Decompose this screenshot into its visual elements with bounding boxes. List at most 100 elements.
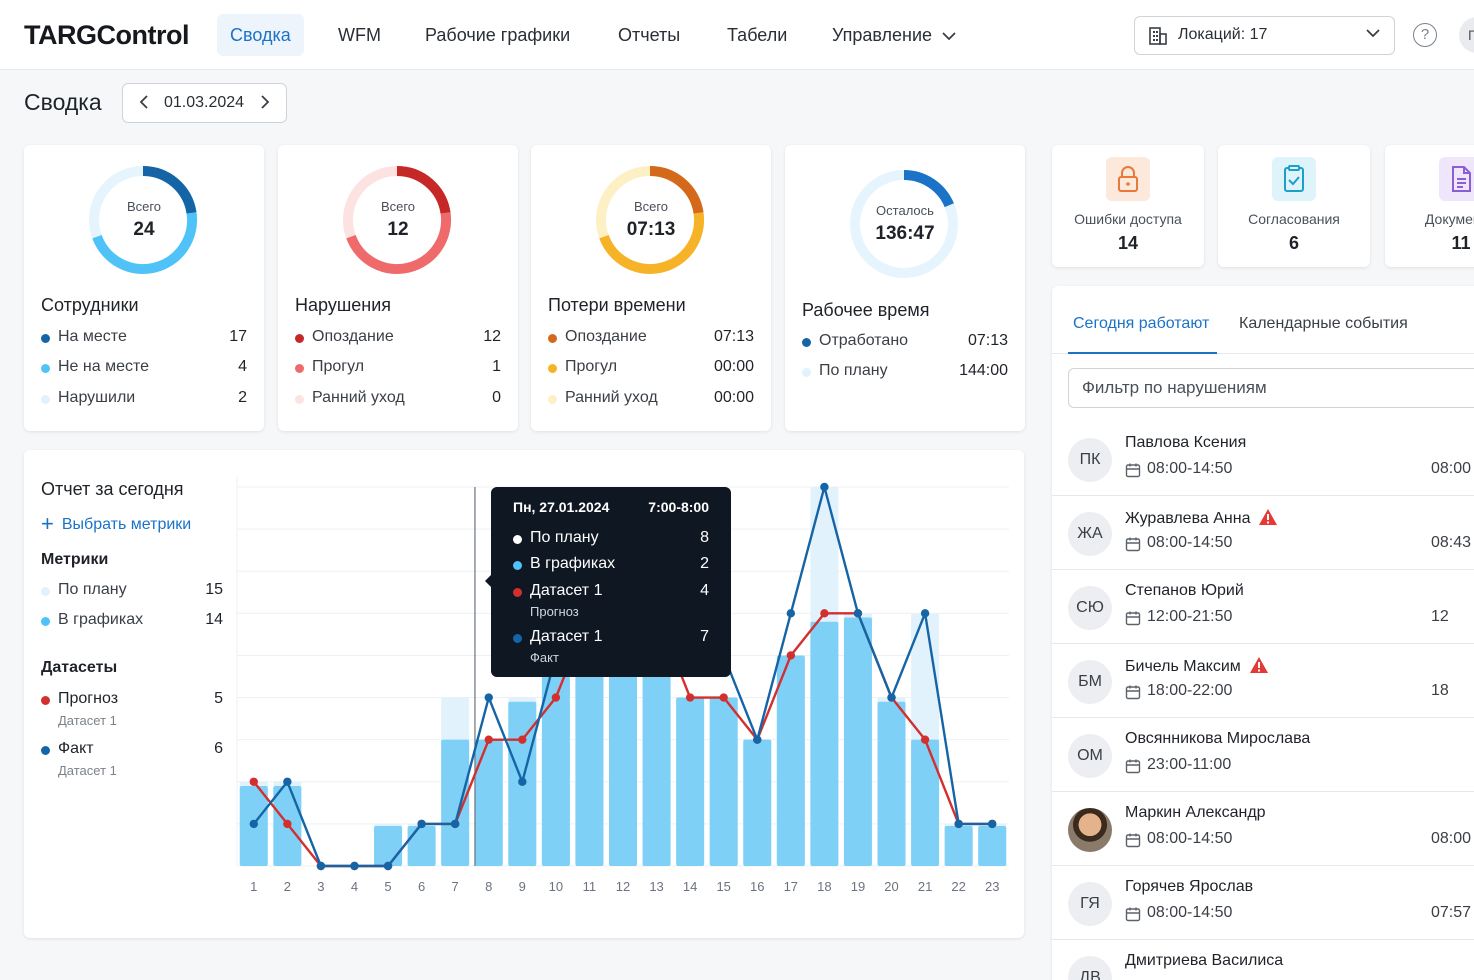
employee-row[interactable]: ПК Павлова Ксения 08:00-14:50 08:00 [1052,422,1474,496]
nav-timesheets[interactable]: Табели [727,25,788,45]
dataset-row[interactable]: Прогноз 5 Датасет 1 [41,690,223,728]
avatar: ДВ [1068,956,1112,980]
shift-time: 08:00-14:50 [1147,460,1233,477]
legend-label: Прогул [312,358,365,375]
nav-management[interactable]: Управление [819,14,969,56]
legend-row: Прогул 00:00 [548,358,754,380]
app-logo[interactable]: TARGControl [24,20,189,50]
chevron-left-icon[interactable] [139,94,149,110]
time-loss-card[interactable]: Всего 07:13 Потери времени Опоздание 07:1… [531,145,771,431]
bar [407,825,436,866]
data-point [820,482,829,492]
employee-row[interactable]: Маркин Александр 08:00-14:50 08:00 [1052,792,1474,866]
legend-dot [548,364,557,373]
shift-time: 08:00-14:50 [1147,904,1233,921]
employee-row[interactable]: БМ Бичель Максим 18:00-22:00 18 [1052,644,1474,718]
x-tick-label: 6 [418,879,425,894]
avatar: БМ [1068,660,1112,704]
legend-value: 17 [229,328,247,345]
approvals-card[interactable]: Согласования 6 [1218,145,1370,267]
x-tick-label: 3 [317,879,324,894]
nav-reports[interactable]: Отчеты [618,25,681,45]
employee-name-text: Горячев Ярослав [1125,878,1254,895]
data-point [786,609,796,618]
select-metrics-label: Выбрать метрики [61,516,192,533]
data-point [753,735,762,744]
card-title: Рабочее время [802,300,930,320]
legend-value: 00:00 [713,389,754,406]
metrics-heading: Метрики [41,551,109,568]
data-point [350,861,359,871]
legend-dot [548,395,557,404]
nav-management-label: Управление [832,25,933,45]
user-avatar[interactable]: Г [1459,17,1474,53]
calendar-icon [1125,759,1141,774]
shift-time: 08:00-14:50 [1147,830,1233,847]
employee-row[interactable]: ДВ Дмитриева Василиса [1052,940,1474,980]
mini-card-value: 6 [1288,233,1299,253]
nav-svodka[interactable]: Сводка [217,14,304,56]
locations-select[interactable]: Локаций: 17 [1134,16,1395,55]
documents-card[interactable]: Документы 11 [1385,145,1474,267]
chevron-down-icon [1366,29,1380,38]
tooltip-sub: Факт [530,650,559,665]
employees-card[interactable]: Всего 24 Сотрудники На месте 17 Не на мес… [24,145,264,431]
help-icon[interactable]: ? [1413,23,1437,47]
tooltip-label: В графиках [530,555,616,572]
arrival-time: 08:00 [1431,830,1472,847]
calendar-icon [1125,463,1141,478]
avatar: ГЯ [1068,882,1112,926]
work-time-donut [850,169,958,278]
select-metrics-button[interactable]: + Выбрать метрики [41,511,191,537]
violations-filter-input[interactable]: Фильтр по нарушениям [1068,368,1474,408]
legend-row: Не на месте 4 [41,358,247,380]
mini-card-value: 11 [1451,233,1471,253]
employee-row[interactable]: СЮ Степанов Юрий 12:00-21:50 12 [1052,570,1474,644]
bar [676,697,705,866]
employee-name: Горячев Ярослав [1125,878,1253,896]
metric-label: По плану [58,581,127,598]
tooltip-date: Пн, 27.01.2024 [513,499,610,515]
x-tick-label: 18 [817,879,831,894]
data-point [450,819,460,829]
legend-value: 00:00 [713,358,754,375]
metric-row[interactable]: В графиках 14 [41,611,223,633]
bar [911,739,940,866]
warning-icon [1259,509,1278,525]
legend-dot [802,368,811,377]
employee-name-text: Овсянникова Мирослава [1125,730,1311,747]
x-tick-label: 1 [250,879,257,894]
nav-work-schedules[interactable]: Рабочие графики [425,25,571,45]
dataset-label: Прогноз [58,690,119,707]
card-title: Сотрудники [41,295,139,315]
metric-row[interactable]: По плану 15 [41,581,223,603]
legend-label: Опоздание [312,328,394,345]
x-tick-label: 2 [284,879,291,894]
donut-center-label: Всего [633,199,669,214]
metric-value: 14 [205,611,223,628]
date-picker[interactable]: 01.03.2024 [122,83,287,123]
avatar: ЖА [1068,512,1112,556]
donut-center-label: Осталось [876,203,934,218]
violations-card[interactable]: Всего 12 Нарушения Опоздание 12 Прогул 1 Р… [278,145,518,431]
nav-wfm[interactable]: WFM [338,25,381,45]
legend-row: Отработано 07:13 [802,332,1008,354]
work-time-card[interactable]: Осталось 136:47 Рабочее время Отработано… [785,145,1025,431]
access-errors-card[interactable]: Ошибки доступа 14 [1052,145,1204,267]
employee-row[interactable]: ОМ Овсянникова Мирослава 23:00-11:00 [1052,718,1474,792]
legend-dot [295,364,304,373]
legend-value: 1 [492,358,501,375]
bar [474,739,503,866]
legend-label: Отработано [819,332,909,349]
tab-working-today[interactable]: Сегодня работают [1073,315,1210,332]
tab-calendar-events[interactable]: Календарные события [1239,315,1408,332]
dataset-row[interactable]: Факт 6 Датасет 1 [41,740,223,778]
shift-time: 18:00-22:00 [1147,682,1233,699]
employee-row[interactable]: ГЯ Горячев Ярослав 08:00-14:50 07:57 [1052,866,1474,940]
legend-value: 07:13 [967,332,1008,349]
legend-dot [513,561,522,570]
employee-row[interactable]: ЖА Журавлева Анна 08:00-14:50 08:43 [1052,496,1474,570]
x-tick-label: 15 [716,879,730,894]
dataset-sub: Датасет 1 [58,713,117,728]
chevron-right-icon[interactable] [260,94,270,110]
